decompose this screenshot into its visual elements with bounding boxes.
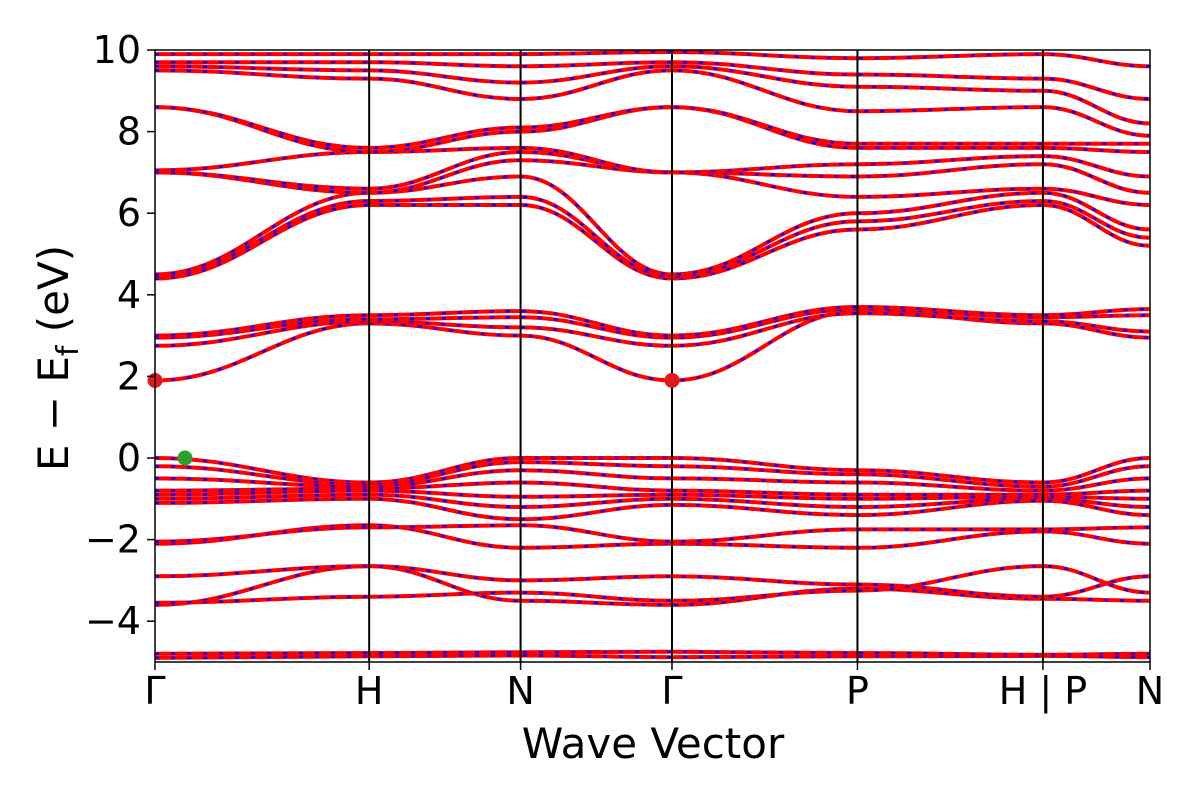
x-axis-ticks: Γ H N Γ P H | P N — [144, 662, 1164, 714]
y-tick-label: 10 — [93, 28, 141, 72]
y-axis-ticks: −4 −2 0 2 4 6 8 10 — [85, 28, 155, 643]
x-tick-label: Γ — [144, 669, 165, 713]
vbm-marker — [177, 450, 193, 466]
band-line-dashed — [154, 195, 1151, 278]
y-tick-label: 4 — [117, 273, 141, 317]
y-tick-label: −2 — [85, 518, 141, 562]
extrema-markers — [147, 372, 680, 466]
x-tick-label: N — [1136, 669, 1164, 713]
y-tick-label: 2 — [117, 354, 141, 398]
band-line — [154, 105, 1150, 150]
y-tick-label: −4 — [85, 599, 141, 643]
y-tick-label: 6 — [117, 191, 141, 235]
band-line-dashed — [154, 497, 1151, 521]
band-line-dashed — [154, 654, 1151, 660]
y-axis-label-main: E − E — [29, 356, 78, 471]
y-axis-label-unit: (eV) — [29, 245, 78, 346]
bands-layer — [154, 49, 1151, 660]
y-tick-label: 8 — [117, 110, 141, 154]
x-tick-label: Γ — [661, 669, 682, 713]
y-tick-label: 0 — [117, 436, 141, 480]
x-tick-label: N — [506, 669, 534, 713]
band-line-dashed — [154, 175, 1151, 276]
y-axis-label: E − Ef (eV) — [29, 245, 86, 471]
x-tick-label: P — [846, 669, 869, 713]
x-tick-label: H | P — [999, 669, 1087, 714]
band-line-dashed — [154, 65, 1151, 125]
band-line — [154, 145, 1151, 179]
cbm-marker — [664, 372, 680, 388]
band-line — [154, 68, 1151, 138]
x-axis-label: Wave Vector — [522, 719, 785, 768]
band-line-dashed — [154, 203, 1151, 280]
y-axis-label-subscript: f — [51, 344, 86, 356]
band-line-dashed — [154, 69, 1151, 137]
x-tick-label: H — [355, 669, 384, 713]
high-symmetry-lines — [368, 50, 1044, 662]
plot-frame — [154, 49, 1151, 663]
